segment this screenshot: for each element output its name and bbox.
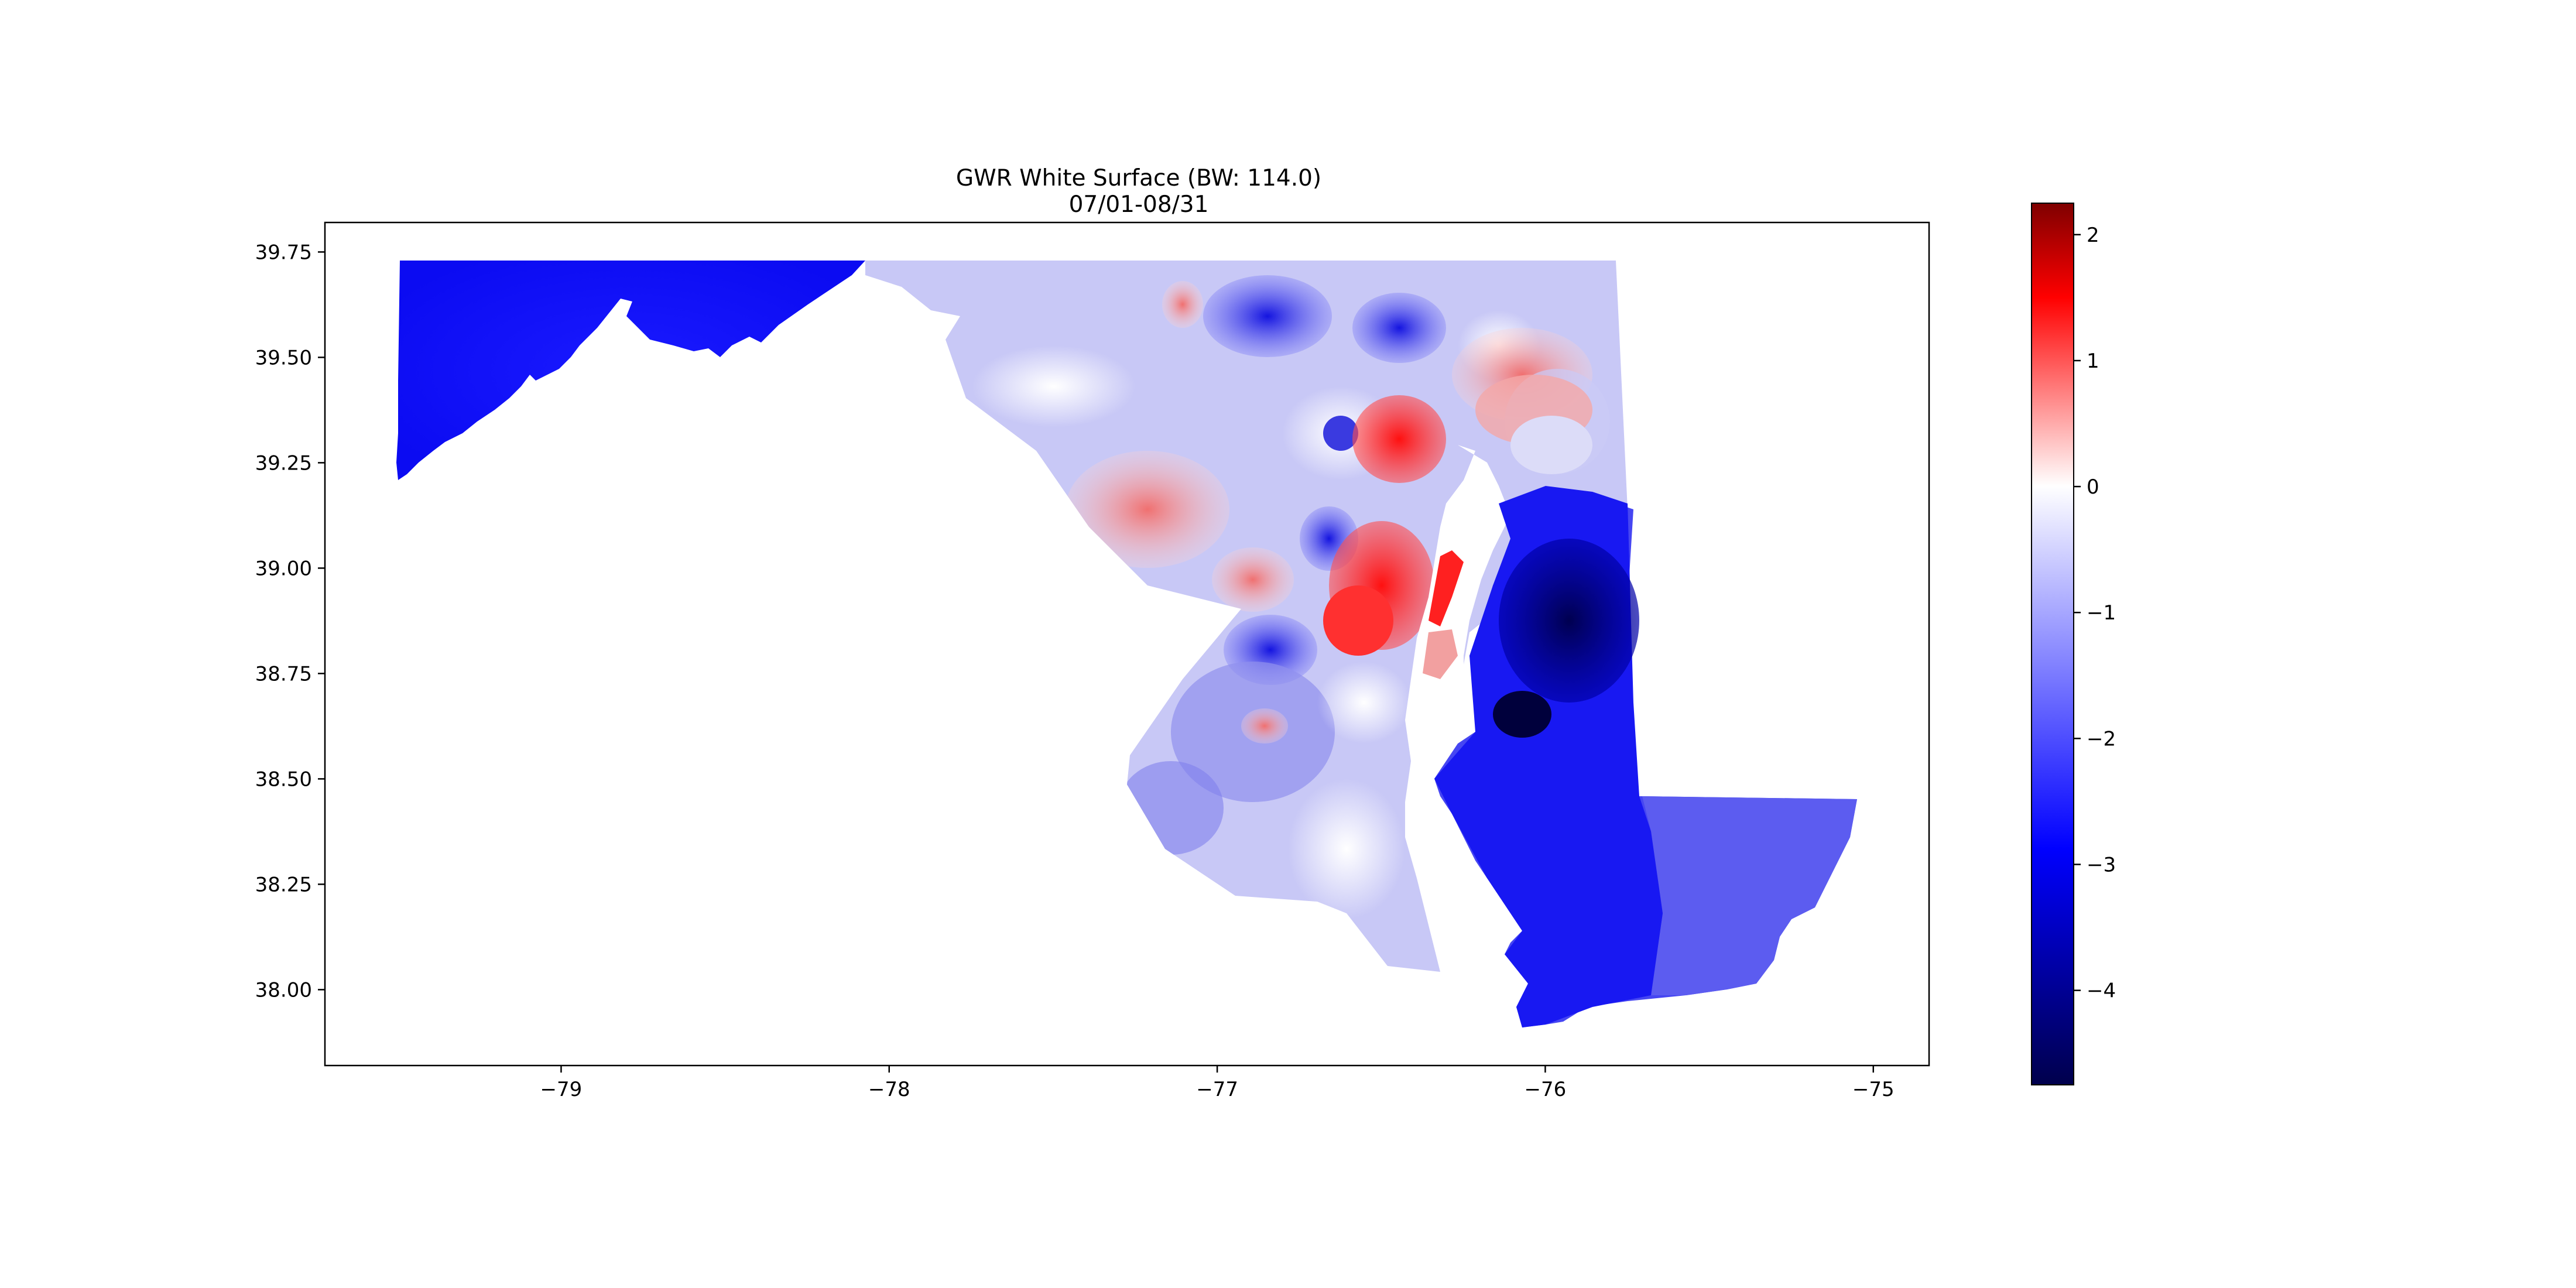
y-tick-label: 39.25 [255, 451, 312, 475]
upper-shore-pale [1510, 416, 1592, 474]
y-tick-label: 39.00 [255, 557, 312, 580]
darkest-core [1493, 691, 1551, 738]
x-tick-label: −75 [1852, 1078, 1895, 1101]
colorbar-tick-label: 1 [2087, 350, 2099, 373]
map-subtitle: 07/01-08/31 [1068, 191, 1209, 218]
y-tick-label: 39.50 [255, 346, 312, 369]
y-axis: 38.00 38.25 38.50 38.75 39.00 39.25 39.50 39.75 [255, 241, 325, 1002]
shore-red-island [1429, 550, 1464, 626]
colorbar-tick-label: −2 [2087, 727, 2116, 751]
colorbar-tick-label: −1 [2087, 601, 2116, 625]
x-tick-label: −78 [868, 1078, 910, 1101]
dark-core [1499, 539, 1639, 703]
y-tick-label: 38.50 [255, 768, 312, 791]
lower-shore-light [1642, 796, 1857, 995]
colorbar-gradient [2031, 203, 2074, 1085]
colorbar-tick-label: −3 [2087, 854, 2116, 877]
y-tick-label: 38.75 [255, 662, 312, 686]
maryland-map [396, 261, 1857, 1027]
y-tick-label: 38.25 [255, 873, 312, 896]
colorbar-tick-label: 0 [2087, 475, 2099, 499]
x-tick-label: −76 [1525, 1078, 1567, 1101]
region-western-maryland [396, 261, 865, 480]
y-tick-label: 39.75 [255, 241, 312, 264]
chesapeake-bay [1405, 445, 1510, 975]
colorbar: −4 −3 −2 −1 0 1 2 [2031, 203, 2116, 1085]
potomac-river [1317, 902, 1393, 978]
x-tick-label: −77 [1196, 1078, 1238, 1101]
map-title: GWR White Surface (BW: 114.0) [955, 165, 1322, 191]
shore-pink-island [1423, 629, 1458, 679]
colorbar-tick-label: 2 [2087, 224, 2099, 247]
x-axis: −79 −78 −77 −76 −75 [540, 1066, 1895, 1101]
y-tick-label: 38.00 [255, 978, 312, 1002]
x-tick-label: −79 [540, 1078, 583, 1101]
colorbar-tick-label: −4 [2087, 979, 2116, 1003]
colorbar-ticks: −4 −3 −2 −1 0 1 2 [2074, 224, 2116, 1003]
